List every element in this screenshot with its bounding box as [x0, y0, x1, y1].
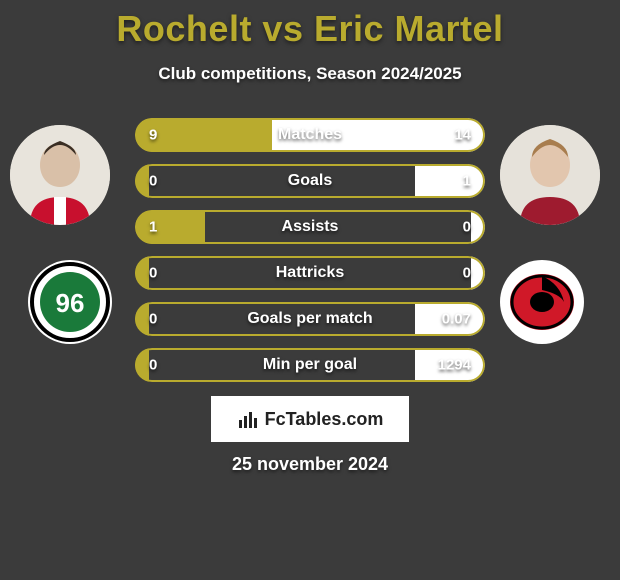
club-left-logo: 96 [28, 260, 112, 344]
stat-row: 00Hattricks [135, 256, 485, 290]
player-right-avatar [500, 125, 600, 225]
stat-label: Min per goal [135, 356, 485, 374]
svg-text:96: 96 [56, 288, 85, 318]
comparison-subtitle: Club competitions, Season 2024/2025 [0, 64, 620, 84]
watermark-icon [237, 408, 259, 430]
player-left-avatar [10, 125, 110, 225]
stat-row: 914Matches [135, 118, 485, 152]
watermark-badge: FcTables.com [211, 396, 409, 442]
club-right-logo [500, 260, 584, 344]
watermark-text: FcTables.com [265, 409, 384, 430]
stats-container: 914Matches 01Goals 10Assists 00Hattricks 00.… [135, 118, 485, 394]
stat-row: 01294Min per goal [135, 348, 485, 382]
stat-label: Goals [135, 172, 485, 190]
stat-label: Hattricks [135, 264, 485, 282]
stat-row: 00.07Goals per match [135, 302, 485, 336]
stat-label: Goals per match [135, 310, 485, 328]
stat-row: 01Goals [135, 164, 485, 198]
comparison-date: 25 november 2024 [0, 454, 620, 475]
stat-label: Assists [135, 218, 485, 236]
comparison-title: Rochelt vs Eric Martel [0, 0, 620, 50]
stat-label: Matches [135, 126, 485, 144]
stat-row: 10Assists [135, 210, 485, 244]
